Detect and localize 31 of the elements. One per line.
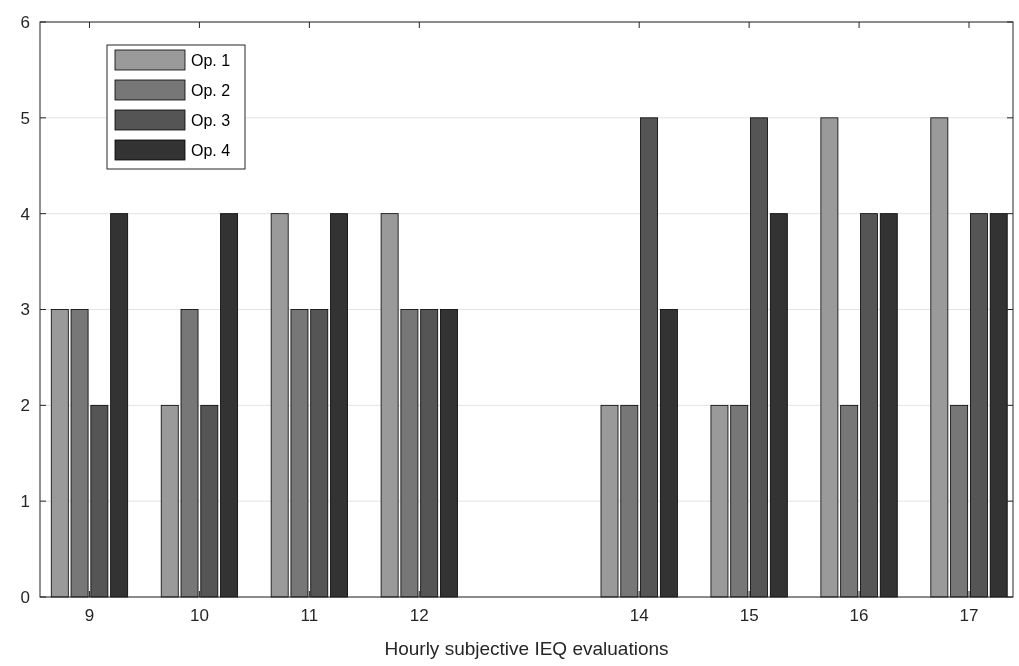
y-tick-label: 0: [20, 587, 30, 607]
legend-label: Op. 2: [191, 81, 231, 99]
bar: [750, 117, 768, 598]
y-tick-label: 2: [20, 396, 30, 416]
legend-label: Op. 1: [191, 51, 231, 69]
x-tick-label: 17: [959, 606, 979, 625]
y-tick-label: 5: [20, 108, 30, 128]
x-tick-label: 11: [300, 606, 319, 625]
x-tick-label: 16: [849, 606, 869, 625]
bar: [640, 117, 659, 598]
y-tick-label: 6: [20, 12, 30, 32]
legend-label: Op. 4: [191, 141, 231, 159]
y-tick-label: 3: [20, 300, 30, 320]
x-tick-label: 12: [409, 606, 429, 625]
bar: [220, 213, 239, 598]
bar: [970, 213, 988, 598]
x-tick-label: 9: [84, 606, 95, 625]
x-tick-label: 10: [189, 606, 209, 625]
y-tick-label: 4: [20, 204, 30, 224]
bar: [989, 213, 1008, 598]
x-axis-title: Hourly subjective IEQ evaluations: [384, 638, 669, 659]
bar: [440, 309, 458, 598]
y-tick-label: 1: [20, 492, 30, 512]
bar: [769, 213, 788, 598]
bar: [879, 213, 898, 598]
legend-label: Op. 3: [191, 111, 231, 129]
bar: [860, 213, 878, 598]
bar: [659, 309, 678, 598]
x-tick-label: 15: [739, 606, 759, 625]
x-tick-label: 14: [629, 606, 649, 625]
bar: [330, 213, 348, 598]
